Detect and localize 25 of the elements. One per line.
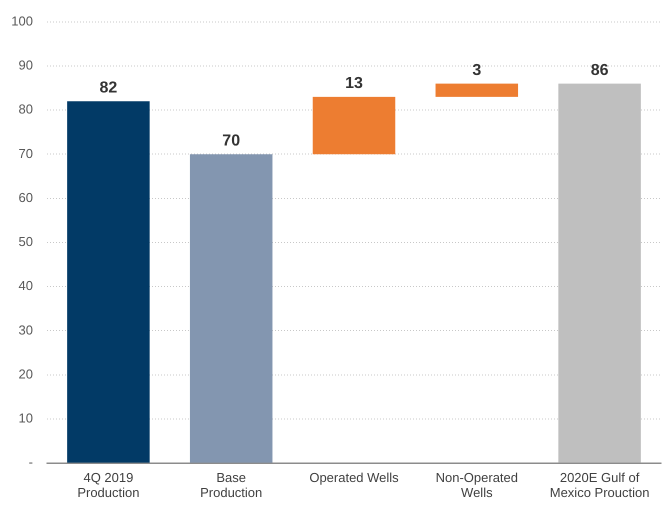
data-label: 86: [590, 62, 609, 79]
bar: [436, 84, 518, 97]
x-tick-label: 2020E Gulf of Mexico Prouction: [550, 470, 650, 500]
bar: [67, 101, 150, 463]
y-tick-label: 90: [18, 58, 33, 73]
bar: [312, 96, 396, 154]
data-label: 13: [345, 75, 363, 92]
y-tick-label: 80: [18, 102, 33, 117]
x-tick-label: Operated Wells: [309, 470, 400, 486]
y-tick-label: 20: [18, 366, 33, 382]
data-label: 70: [222, 132, 240, 150]
y-tick-label: 70: [18, 146, 33, 161]
x-tick-label: 4Q 2019 Production: [77, 470, 140, 500]
x-tick-label: Non-Operated Wells: [436, 470, 518, 500]
y-tick-label: 30: [18, 322, 33, 338]
data-label: 82: [100, 80, 118, 97]
x-tick-label: Base Production: [200, 470, 262, 500]
data-label: 3: [472, 62, 482, 79]
y-tick-label: 10: [18, 410, 33, 426]
bar: [190, 154, 272, 463]
y-tick-label: 50: [18, 234, 33, 250]
y-tick-label: 60: [18, 190, 33, 205]
y-tick-label: 100: [11, 13, 33, 28]
y-tick-label: 40: [18, 278, 33, 294]
y-tick-label: -: [28, 454, 33, 470]
